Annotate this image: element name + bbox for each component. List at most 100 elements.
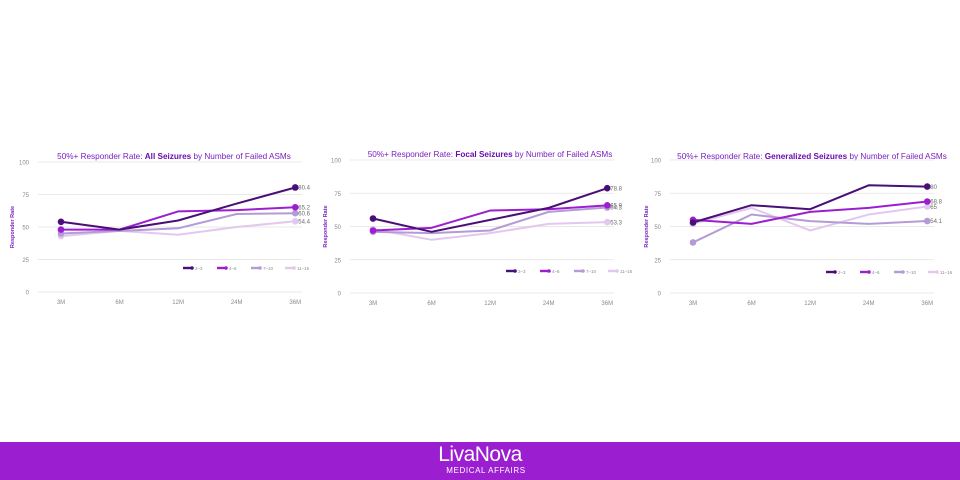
legend-label: 11–16 [620, 269, 633, 274]
charts-canvas: 50%+ Responder Rate: All Seizures by Num… [10, 150, 953, 307]
chart-title-prefix: 50%+ Responder Rate: [368, 150, 456, 159]
chart-title-prefix: 50%+ Responder Rate: [677, 152, 765, 161]
y-tick-label: 75 [22, 193, 29, 199]
legend-label: 7–10 [586, 269, 597, 274]
y-tick-label: 100 [331, 159, 342, 165]
data-point [923, 183, 931, 190]
data-point [689, 239, 697, 246]
legend-marker [292, 266, 296, 270]
end-value-label: 54.1 [930, 219, 942, 225]
legend-label: 2–3 [195, 266, 203, 271]
y-tick-label: 0 [658, 292, 662, 298]
x-tick-label: 36M [601, 301, 613, 307]
y-tick-label: 25 [654, 258, 661, 264]
y-tick-label: 75 [334, 192, 341, 198]
legend-marker [190, 266, 194, 270]
data-point [603, 202, 611, 209]
legend-label: 4–6 [229, 266, 237, 271]
end-value-label: 78.8 [610, 186, 622, 192]
series-line [692, 200, 928, 225]
legend-marker [513, 269, 517, 273]
x-tick-label: 24M [231, 300, 243, 306]
data-point [603, 184, 611, 192]
legend-label: 2–3 [838, 270, 846, 275]
chart-generalized-seizures: 50%+ Responder Rate: Generalized Seizure… [644, 152, 953, 307]
legend-marker [935, 270, 939, 274]
y-tick-label: 50 [334, 225, 341, 231]
livanova-logo: LivaNova MEDICAL AFFAIRS [0, 442, 960, 480]
x-tick-label: 3M [57, 300, 65, 306]
legend-marker [581, 269, 585, 273]
footer-bar: LivaNova MEDICAL AFFAIRS [0, 442, 960, 480]
legend-label: 11–16 [940, 270, 953, 275]
end-value-label: 53.3 [610, 220, 622, 226]
legend-marker [833, 270, 837, 274]
legend-label: 4–6 [552, 269, 560, 274]
end-value-label: 60.6 [298, 211, 310, 217]
chart-title-suffix: by Number of Failed ASMs [513, 150, 613, 159]
data-point [923, 198, 931, 205]
legend-marker [867, 270, 871, 274]
chart-title-suffix: by Number of Failed ASMs [847, 152, 947, 161]
chart-title-bold: All Seizures [145, 152, 192, 161]
y-tick-label: 0 [338, 292, 342, 298]
y-tick-label: 50 [22, 226, 29, 232]
x-tick-label: 6M [115, 300, 123, 306]
data-point [369, 227, 377, 234]
legend-label: 4–6 [872, 270, 880, 275]
legend-marker [258, 266, 262, 270]
y-axis-label: Responder Rate [323, 205, 329, 247]
end-value-label: 65.2 [298, 205, 310, 211]
series-line [61, 206, 296, 231]
legend-label: 11–16 [297, 266, 310, 271]
y-tick-label: 100 [19, 161, 30, 167]
series-line [692, 205, 928, 232]
logo-subtitle: MEDICAL AFFAIRS [446, 466, 526, 475]
y-axis-label: Responder Rate [644, 205, 650, 247]
x-tick-label: 6M [747, 301, 755, 307]
data-point [689, 219, 697, 226]
series-line [692, 184, 928, 224]
legend-marker [615, 269, 619, 273]
chart-title-bold: Generalized Seizures [765, 152, 848, 161]
x-tick-label: 12M [804, 301, 816, 307]
data-point [923, 217, 931, 225]
series-line [372, 221, 608, 241]
x-tick-label: 3M [689, 301, 697, 307]
chart-title-bold: Focal Seizures [455, 150, 513, 159]
data-point [923, 203, 931, 210]
chart-title-suffix: by Number of Failed ASMs [191, 152, 291, 161]
y-tick-label: 25 [22, 258, 29, 264]
legend-label: 7–10 [263, 266, 274, 271]
chart-title-prefix: 50%+ Responder Rate: [57, 152, 145, 161]
y-tick-label: 50 [654, 225, 661, 231]
chart-title: 50%+ Responder Rate: All Seizures by Num… [57, 152, 291, 161]
series-line [372, 204, 608, 232]
x-tick-label: 6M [427, 301, 435, 307]
series-line [372, 187, 608, 233]
y-tick-label: 100 [651, 159, 662, 165]
end-value-label: 65.9 [610, 204, 622, 210]
chart-focal-seizures: 50%+ Responder Rate: Focal Seizures by N… [323, 150, 633, 307]
y-tick-label: 25 [334, 258, 341, 264]
legend-label: 7–10 [906, 270, 917, 275]
x-tick-label: 12M [484, 301, 496, 307]
end-value-label: 64.3 [610, 206, 622, 212]
logo-brand: LivaNova [438, 443, 522, 466]
series-line [60, 186, 296, 231]
x-tick-label: 12M [172, 300, 184, 306]
data-point [603, 218, 611, 226]
x-tick-label: 36M [921, 301, 933, 307]
data-point [57, 218, 65, 226]
series-line [60, 212, 296, 235]
series-line [372, 206, 608, 235]
legend-marker [547, 269, 551, 273]
x-tick-label: 24M [543, 301, 555, 307]
x-tick-label: 3M [369, 301, 377, 307]
end-value-label: 80.4 [298, 186, 310, 192]
data-point [291, 209, 299, 217]
chart-title: 50%+ Responder Rate: Generalized Seizure… [677, 152, 947, 161]
y-axis-label: Responder Rate [10, 206, 16, 248]
end-value-label: 65 [930, 205, 937, 211]
data-point [291, 184, 299, 191]
